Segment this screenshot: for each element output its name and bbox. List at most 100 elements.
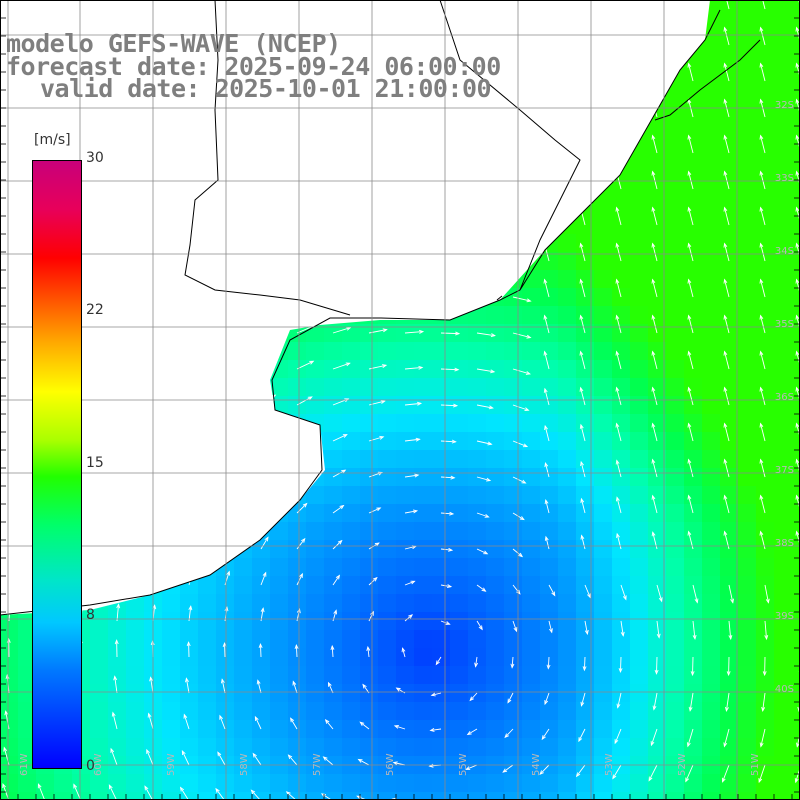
wind-arrow-head	[185, 677, 189, 683]
wind-arrow-head	[687, 530, 692, 536]
wind-arrow-head	[759, 26, 764, 32]
field-cell	[630, 270, 649, 289]
wind-arrow-head	[759, 350, 764, 356]
lat-label: 40S	[774, 684, 794, 695]
field-cell	[198, 774, 217, 793]
wind-arrow-head	[484, 513, 490, 518]
wind-arrow	[108, 784, 118, 800]
wind-arrow-head	[723, 134, 728, 140]
wind-arrow-head	[147, 712, 152, 718]
field-cell	[702, 576, 721, 595]
lon-label: 51W	[750, 753, 761, 776]
wind-arrow	[368, 577, 378, 586]
field-cell	[198, 594, 217, 613]
field-cell	[774, 36, 793, 55]
field-cell	[612, 324, 631, 343]
field-cell	[90, 666, 109, 685]
field-cell	[468, 594, 487, 613]
field-cell	[774, 108, 793, 127]
field-cell	[666, 270, 685, 289]
field-cell	[756, 198, 775, 217]
field-cell	[324, 738, 343, 757]
wind-arrow	[692, 620, 696, 639]
field-cell	[522, 612, 541, 631]
field-cell	[396, 378, 415, 397]
wind-arrow-head	[292, 680, 297, 686]
field-cell	[774, 360, 793, 379]
field-cell	[162, 684, 181, 703]
field-cell	[612, 630, 631, 649]
wind-arrow	[38, 784, 46, 800]
field-cell	[324, 612, 343, 631]
field-cell	[198, 612, 217, 631]
field-cell	[18, 702, 37, 721]
wind-arrow	[431, 692, 442, 696]
wind-arrow	[760, 207, 766, 226]
field-cell	[630, 234, 649, 253]
field-cell	[774, 792, 793, 800]
field-cell	[612, 738, 631, 757]
field-cell	[612, 594, 631, 613]
field-cell	[396, 684, 415, 703]
field-cell	[558, 720, 577, 739]
wind-arrow-head	[327, 681, 332, 687]
wind-arrow	[544, 425, 550, 442]
field-cell	[702, 720, 721, 739]
wind-arrow	[217, 752, 226, 766]
field-cell	[162, 630, 181, 649]
wind-arrow	[402, 648, 406, 658]
field-cell	[540, 270, 559, 289]
field-cell	[360, 486, 379, 505]
field-cell	[576, 594, 595, 613]
wind-arrow-head	[730, 598, 735, 604]
field-cell	[486, 378, 505, 397]
wind-arrow	[760, 243, 766, 262]
field-cell	[234, 720, 253, 739]
wind-arrow-head	[794, 778, 799, 784]
field-cell	[378, 468, 397, 487]
lon-label: 52W	[677, 753, 688, 776]
field-cell	[702, 522, 721, 541]
field-cell	[522, 396, 541, 415]
field-cell	[486, 504, 505, 523]
field-cell	[522, 504, 541, 523]
field-cell	[738, 180, 757, 199]
wind-arrow-head	[490, 333, 496, 338]
field-cell	[630, 612, 649, 631]
field-cell	[630, 360, 649, 379]
wind-arrow-head	[510, 663, 515, 669]
field-cell	[486, 630, 505, 649]
field-cell	[684, 540, 703, 559]
field-cell	[558, 576, 577, 595]
field-cell	[396, 342, 415, 361]
field-cell	[630, 666, 649, 685]
field-cell	[486, 324, 505, 343]
field-cell	[720, 774, 739, 793]
lat-label: 39S	[774, 611, 794, 622]
field-cell	[702, 666, 721, 685]
wind-arrow-head	[526, 334, 532, 339]
wind-arrow-head	[429, 728, 435, 732]
field-cell	[360, 612, 379, 631]
field-cell	[630, 162, 649, 181]
field-cell	[612, 558, 631, 577]
field-cell	[306, 360, 325, 379]
field-cell	[414, 576, 433, 595]
field-cell	[252, 738, 271, 757]
field-cell	[648, 306, 667, 325]
wind-arrow-head	[521, 479, 527, 484]
field-cell	[378, 594, 397, 613]
field-cell	[576, 216, 595, 235]
field-cell	[720, 252, 739, 271]
wind-arrow	[760, 728, 766, 747]
wind-arrow-head	[256, 679, 261, 685]
wind-arrow-head	[759, 62, 764, 68]
field-cell	[666, 684, 685, 703]
field-cell	[252, 666, 271, 685]
wind-arrow	[358, 759, 370, 766]
field-cell	[360, 792, 379, 800]
field-cell	[288, 792, 307, 800]
field-cell	[612, 216, 631, 235]
wind-arrow-head	[723, 278, 728, 284]
wind-arrow-head	[504, 733, 509, 739]
